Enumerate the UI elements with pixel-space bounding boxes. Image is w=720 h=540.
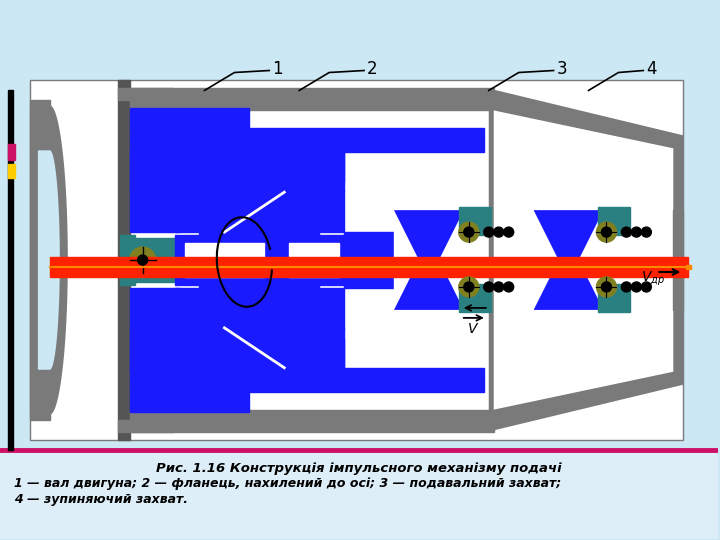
Text: Рис. 1.16 Конструкція імпульсного механізму подачі: Рис. 1.16 Конструкція імпульсного механі… <box>156 462 562 475</box>
FancyArrow shape <box>686 265 691 269</box>
Polygon shape <box>184 328 294 368</box>
Bar <box>120 235 135 285</box>
Bar <box>130 410 494 431</box>
Bar <box>130 89 494 110</box>
Polygon shape <box>489 89 683 431</box>
Bar <box>30 100 50 420</box>
Bar <box>459 284 491 312</box>
Circle shape <box>631 227 642 237</box>
Bar <box>50 257 688 277</box>
Circle shape <box>459 277 479 297</box>
Bar <box>130 150 179 232</box>
Polygon shape <box>534 210 603 260</box>
Polygon shape <box>38 150 60 370</box>
Circle shape <box>642 282 652 292</box>
Circle shape <box>464 282 474 292</box>
Bar <box>130 390 249 411</box>
Polygon shape <box>534 260 603 310</box>
Bar <box>0 449 718 539</box>
Polygon shape <box>394 260 464 310</box>
Bar <box>130 238 179 282</box>
Circle shape <box>596 277 616 297</box>
Circle shape <box>130 247 156 273</box>
Circle shape <box>464 227 474 237</box>
Text: 1: 1 <box>272 59 283 78</box>
Circle shape <box>601 282 611 292</box>
Bar <box>534 210 603 310</box>
Bar <box>184 243 264 277</box>
Bar <box>174 190 344 232</box>
Bar <box>130 288 179 370</box>
Bar <box>174 235 349 285</box>
Text: $V$: $V$ <box>467 322 479 336</box>
Circle shape <box>504 282 513 292</box>
Bar <box>30 80 683 440</box>
Bar <box>394 210 464 310</box>
Circle shape <box>504 227 513 237</box>
Polygon shape <box>184 200 294 232</box>
Circle shape <box>621 227 631 237</box>
Circle shape <box>459 222 479 242</box>
Bar <box>598 284 631 312</box>
Circle shape <box>621 282 631 292</box>
Text: $V_{дp}$: $V_{дp}$ <box>642 270 665 288</box>
Circle shape <box>484 227 494 237</box>
Bar <box>598 207 631 235</box>
Bar <box>244 320 300 370</box>
Bar <box>130 368 484 392</box>
Bar <box>459 207 491 235</box>
Bar <box>117 420 173 431</box>
Circle shape <box>596 222 616 242</box>
Bar <box>673 210 683 310</box>
Polygon shape <box>494 110 673 410</box>
Polygon shape <box>30 105 68 415</box>
Circle shape <box>631 282 642 292</box>
Bar <box>130 109 249 130</box>
Bar <box>8 164 15 178</box>
Circle shape <box>138 255 148 265</box>
Bar <box>130 328 244 370</box>
Bar <box>199 230 319 260</box>
Text: 4 — зупиняючий захват.: 4 — зупиняючий захват. <box>14 494 188 507</box>
Text: 1 — вал двигуна; 2 — фланець, нахилений до осі; 3 — подавальний захват;: 1 — вал двигуна; 2 — фланець, нахилений … <box>14 477 561 490</box>
Bar <box>130 150 244 192</box>
Bar <box>8 91 13 449</box>
Bar <box>300 150 344 192</box>
Text: 3: 3 <box>557 59 567 78</box>
Circle shape <box>494 282 504 292</box>
Bar <box>300 328 344 370</box>
Text: 4: 4 <box>647 59 657 78</box>
Bar <box>289 243 339 277</box>
Circle shape <box>494 227 504 237</box>
Circle shape <box>601 227 611 237</box>
Text: 2: 2 <box>367 59 378 78</box>
Circle shape <box>484 282 494 292</box>
Bar <box>8 144 15 160</box>
Bar <box>130 129 484 152</box>
Bar <box>244 150 300 200</box>
Circle shape <box>642 227 652 237</box>
Bar <box>117 80 130 440</box>
Bar <box>244 338 344 370</box>
Bar <box>174 288 344 330</box>
Bar <box>199 258 319 288</box>
Polygon shape <box>394 210 464 260</box>
Bar <box>244 150 344 182</box>
Bar <box>117 89 173 100</box>
Bar <box>344 232 399 288</box>
